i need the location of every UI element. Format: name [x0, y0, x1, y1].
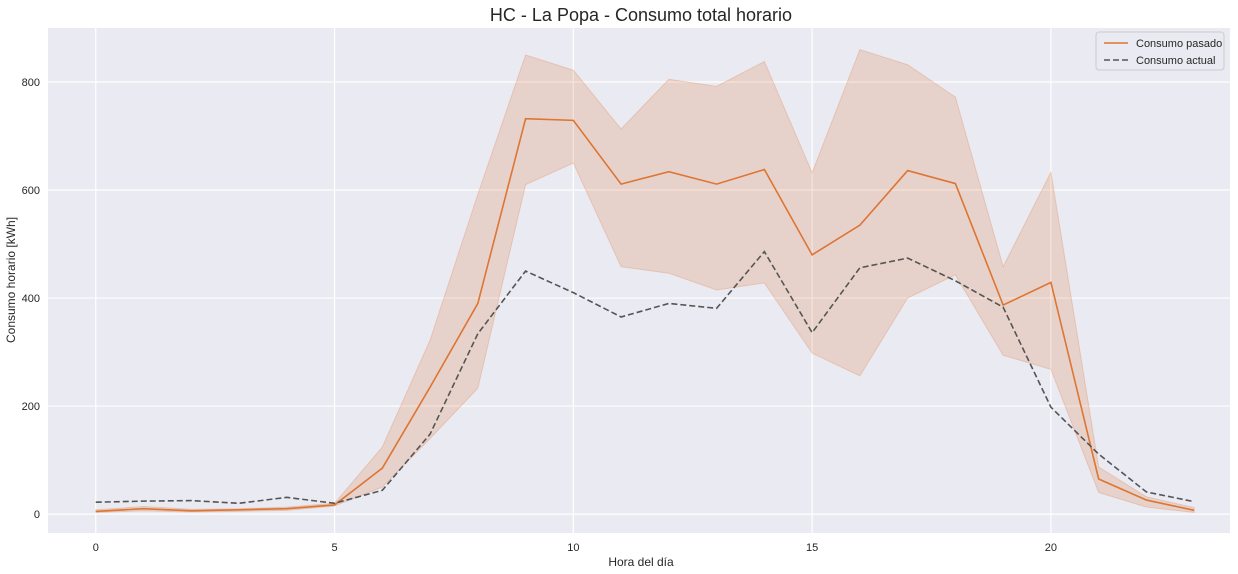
confidence-band — [95, 48, 1195, 514]
x-tick-label: 15 — [806, 542, 818, 554]
confidence-bands — [95, 48, 1195, 514]
chart-title: HC - La Popa - Consumo total horario — [490, 5, 792, 25]
x-tick-label: 5 — [331, 542, 337, 554]
x-tick-label: 20 — [1045, 542, 1057, 554]
series-lines — [95, 117, 1195, 513]
series-line-1 — [95, 250, 1195, 505]
y-axis-ticks: 0 200 400 600 800 — [22, 77, 40, 521]
y-tick-label: 800 — [22, 77, 40, 89]
x-tick-label: 0 — [93, 542, 99, 554]
legend-entry-label: Consumo pasado — [1136, 38, 1222, 50]
y-axis-label: Consumo horario [kWh] — [4, 217, 18, 343]
series-line-0 — [95, 117, 1195, 513]
y-tick-label: 200 — [22, 401, 40, 413]
legend-entry-label: Consumo actual — [1136, 55, 1216, 67]
x-tick-label: 10 — [567, 542, 579, 554]
plot-area — [48, 28, 1230, 533]
y-tick-label: 600 — [22, 185, 40, 197]
y-tick-label: 0 — [34, 509, 40, 521]
legend: Consumo pasado Consumo actual — [1095, 31, 1225, 71]
y-tick-label: 400 — [22, 293, 40, 305]
grid-lines — [48, 28, 1230, 533]
x-axis-label: Hora del día — [608, 555, 674, 569]
x-axis-ticks: 0 5 10 15 20 — [93, 542, 1057, 554]
